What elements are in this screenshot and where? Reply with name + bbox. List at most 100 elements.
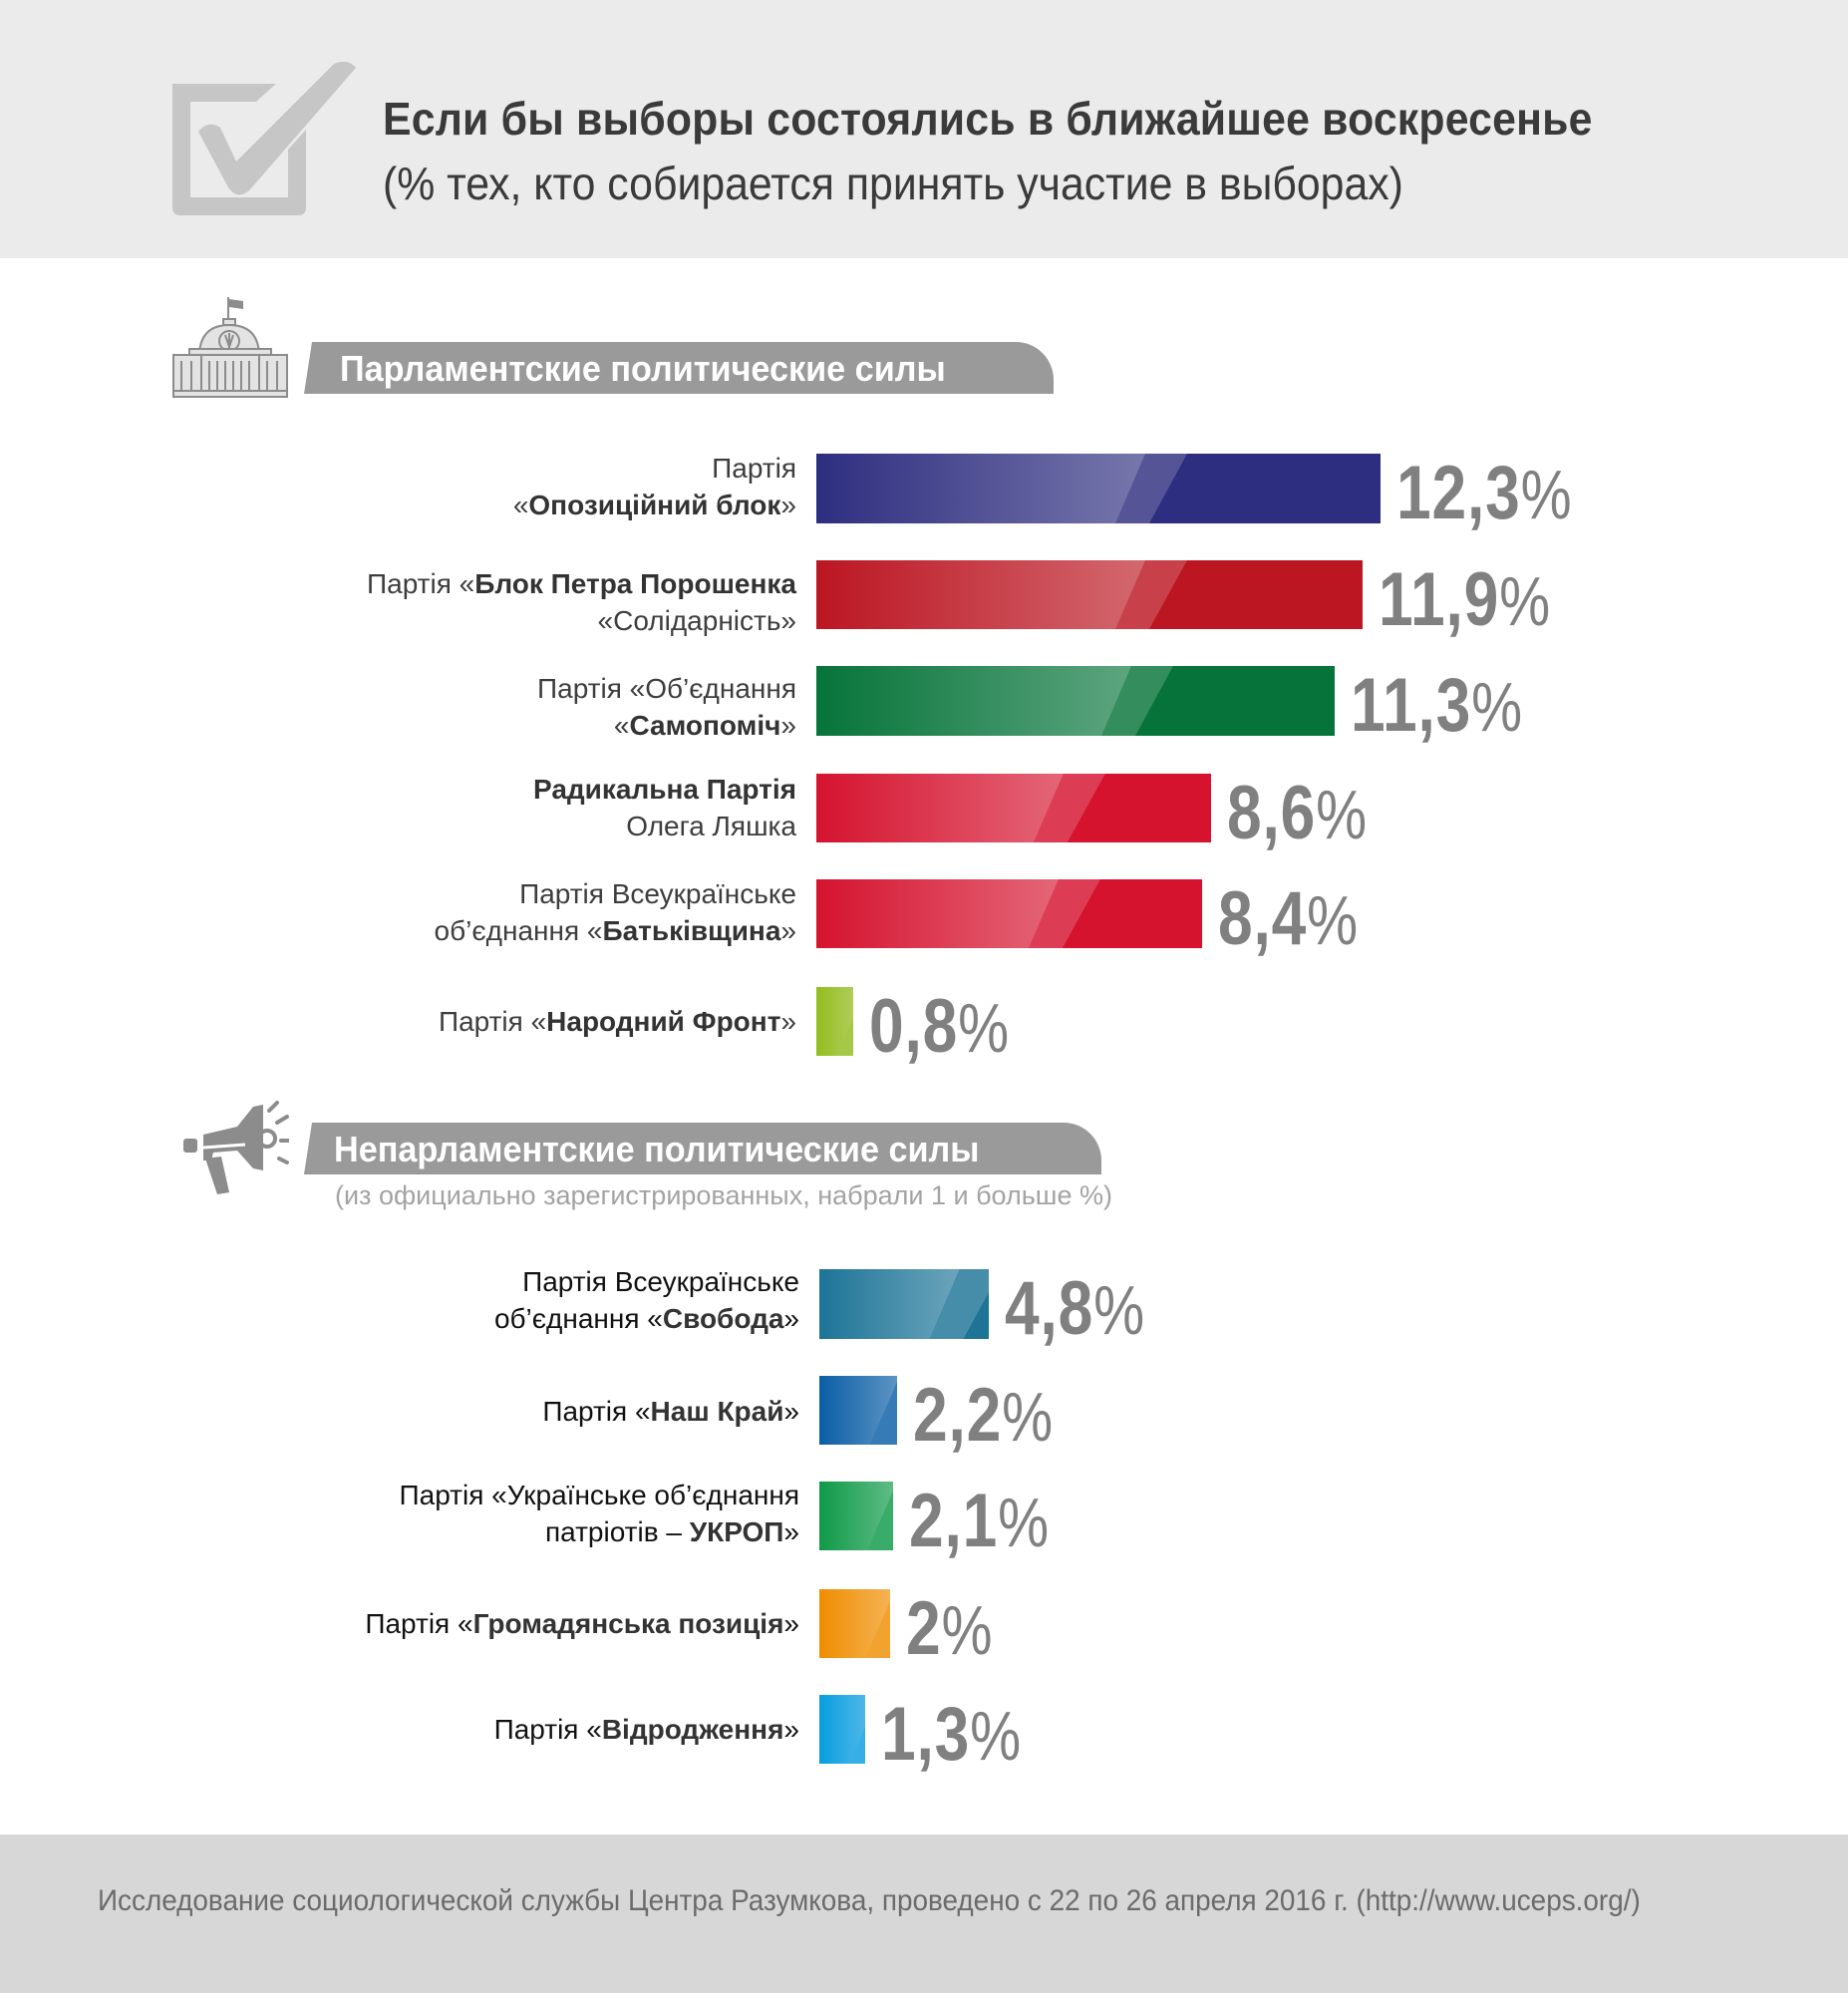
party-label: Партія «Українське об’єднання патріотів –… — [400, 1477, 799, 1550]
percent-sign: % — [1499, 562, 1551, 640]
percent-sign: % — [1307, 881, 1359, 959]
footer: Исследование социологической службы Цент… — [0, 1834, 1848, 1993]
party-label-line1: Партія «Об’єднання — [537, 670, 796, 707]
value-number: 8,4 — [1218, 876, 1308, 961]
value-number: 11,9 — [1379, 557, 1500, 642]
header: Если бы выборы состоялись в ближайшее во… — [0, 0, 1848, 258]
party-label-line2: «Солідарність» — [367, 602, 796, 639]
label-bold-text: Опозиційний блок — [528, 490, 781, 520]
section-title: Парламентские политические силы — [340, 348, 946, 389]
percent-sign: % — [1316, 776, 1368, 853]
label-text: » — [783, 1396, 799, 1427]
label-text: » — [783, 1608, 799, 1639]
party-label: Партія «Наш Край» — [542, 1393, 799, 1430]
section-banner-parliamentary: Парламентские политические силы — [304, 342, 1054, 394]
bar — [816, 774, 1211, 842]
bar-value: 2,2% — [913, 1378, 1054, 1456]
section-title: Непарламентские политические силы — [334, 1129, 980, 1169]
percent-sign: % — [958, 989, 1010, 1067]
party-label: Партія Всеукраїнське об’єднання «Свобода» — [494, 1263, 799, 1337]
bar — [816, 987, 853, 1056]
bar-value: 4,8% — [1005, 1271, 1145, 1349]
percent-sign: % — [998, 1484, 1050, 1561]
label-bold-text: Радикальна Партія — [533, 774, 796, 805]
party-label-line2: патріотів – УКРОП» — [400, 1513, 799, 1550]
party-label-line1: Партія «Відродження» — [494, 1711, 799, 1748]
label-text: Партія « — [542, 1396, 651, 1427]
bar-gloss — [816, 666, 1131, 736]
label-text: Партія « — [367, 568, 475, 599]
parliament-building-icon — [172, 297, 288, 398]
label-bold-text: Наш Край — [650, 1396, 784, 1427]
value-number: 11,3 — [1351, 663, 1472, 748]
percent-sign: % — [1002, 1378, 1054, 1456]
bar-value: 8,6% — [1227, 776, 1368, 853]
megaphone-icon — [183, 1101, 289, 1194]
bar-gloss — [816, 454, 1145, 523]
label-text: Олега Ляшка — [626, 811, 796, 841]
bar — [816, 666, 1335, 736]
bar — [819, 1589, 890, 1658]
value-number: 4,8 — [1005, 1266, 1094, 1351]
label-text: Партія « — [493, 1714, 602, 1745]
bar — [816, 879, 1202, 948]
value-number: 2,1 — [909, 1479, 999, 1563]
label-text: Партія Всеукраїнське — [522, 1266, 799, 1297]
party-label: Партія «Об’єднання «Самопоміч» — [537, 670, 796, 744]
bar-gloss — [816, 774, 1064, 842]
checkbox-check-icon — [172, 62, 356, 215]
party-label: Радикальна Партія Олега Ляшка — [533, 771, 796, 844]
party-label: Партія «Народний Фронт» — [439, 1003, 796, 1040]
party-label: Партія «Опозиційний блок» — [513, 450, 796, 523]
label-text: » — [780, 1006, 796, 1037]
value-number: 1,3 — [881, 1692, 971, 1777]
label-bold-text: Батьківщина — [602, 915, 781, 946]
percent-sign: % — [1093, 1271, 1145, 1349]
label-text: об’єднання « — [434, 915, 603, 946]
label-text: Партія «Об’єднання — [537, 673, 796, 704]
party-label-line1: Партія — [513, 450, 796, 487]
label-bold-text: Відродження — [601, 1714, 784, 1745]
value-number: 0,8 — [869, 984, 959, 1069]
party-label: Партія Всеукраїнське об’єднання «Батьківщ… — [435, 875, 796, 949]
party-label-line1: Партія «Народний Фронт» — [439, 1003, 796, 1040]
label-bold-text: УКРОП — [689, 1516, 784, 1547]
bar — [819, 1695, 865, 1764]
bar-value: 8,4% — [1218, 881, 1359, 959]
label-text: » — [780, 710, 796, 741]
party-label-line2: «Опозиційний блок» — [513, 487, 796, 523]
label-text: патріотів – — [544, 1516, 690, 1547]
percent-sign: % — [941, 1591, 993, 1669]
bar-value: 12,3% — [1396, 456, 1572, 533]
label-text: Партія « — [365, 1608, 473, 1639]
bar — [816, 560, 1363, 629]
section-note: (из официально зарегистрированных, набра… — [335, 1180, 1112, 1210]
bar — [819, 1269, 989, 1339]
party-label-line2: Олега Ляшка — [533, 808, 796, 844]
source-note: Исследование социологической службы Цент… — [98, 1884, 1641, 1917]
bar-value: 2,1% — [909, 1484, 1050, 1561]
bar-value: 0,8% — [869, 989, 1010, 1067]
percent-sign: % — [1520, 456, 1572, 533]
bar — [819, 1376, 897, 1445]
section-banner-nonparliamentary: Непарламентские политические силы — [304, 1123, 1101, 1174]
bar-value: 11,9% — [1379, 562, 1551, 640]
bar — [816, 454, 1381, 523]
party-label-line1: Радикальна Партія — [533, 771, 796, 808]
party-label: Партія «Блок Петра Порошенка «Солідарніст… — [367, 565, 796, 639]
label-bold-text: Блок Петра Порошенка — [474, 568, 796, 599]
value-number: 8,6 — [1227, 771, 1317, 855]
party-label-line1: Партія «Українське об’єднання — [400, 1477, 799, 1513]
label-bold-text: Народний Фронт — [546, 1006, 781, 1037]
party-label-line1: Партія Всеукраїнське — [435, 875, 796, 912]
party-label: Партія «Відродження» — [494, 1711, 799, 1748]
bar — [819, 1482, 893, 1550]
label-text: об’єднання « — [493, 1303, 663, 1334]
value-number: 2,2 — [913, 1373, 1003, 1458]
party-label-line2: об’єднання «Батьківщина» — [435, 912, 796, 949]
party-label-line1: Партія Всеукраїнське — [494, 1263, 799, 1300]
label-text: Партія « — [438, 1006, 547, 1037]
label-bold-text: Громадянська позиція — [472, 1608, 784, 1639]
label-bold-text: Самопоміч — [629, 710, 781, 741]
party-label-line1: Партія «Блок Петра Порошенка — [367, 565, 796, 602]
